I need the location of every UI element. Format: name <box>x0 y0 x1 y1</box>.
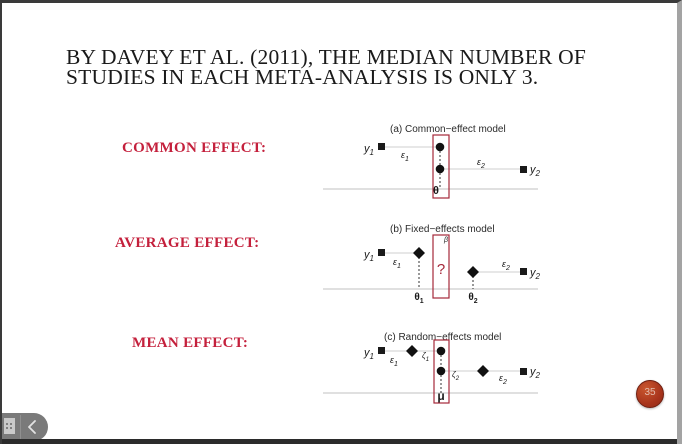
svg-text:ζ2: ζ2 <box>452 370 460 382</box>
svg-text:ζ1: ζ1 <box>422 351 429 363</box>
svg-text:ε1: ε1 <box>390 355 398 368</box>
svg-text:y1: y1 <box>363 347 374 361</box>
svg-text:μ: μ <box>437 389 444 403</box>
svg-text:ε2: ε2 <box>499 373 507 386</box>
svg-text:y2: y2 <box>529 366 541 380</box>
